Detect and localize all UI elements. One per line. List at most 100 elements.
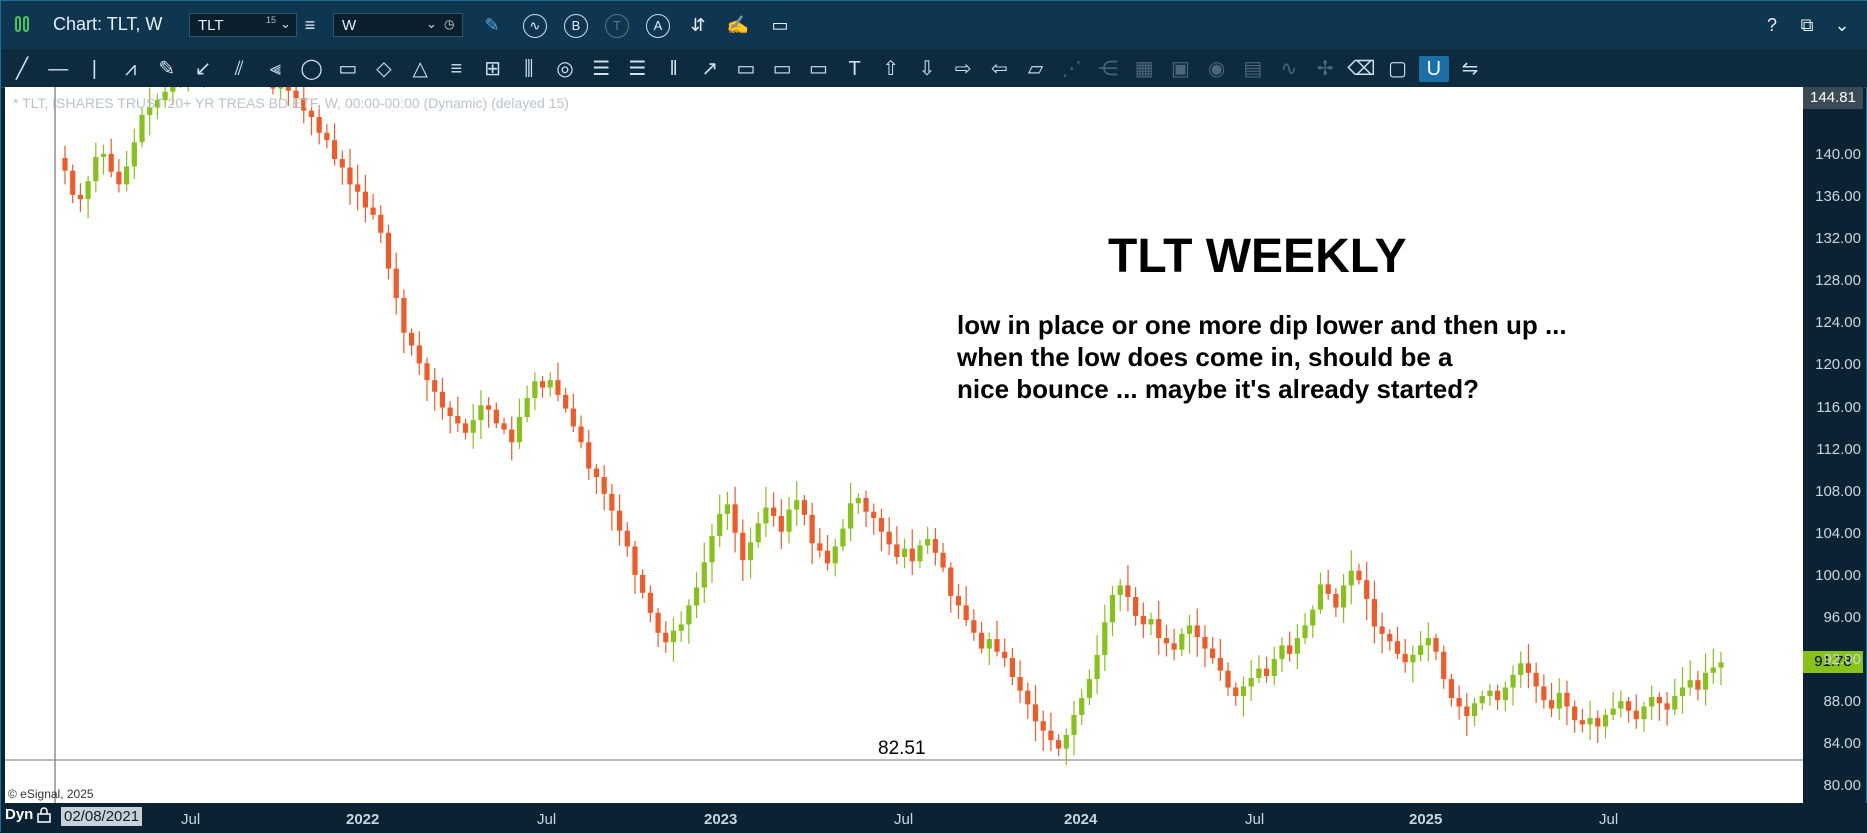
interval-input[interactable]: W ⌄ ◷ (333, 13, 463, 37)
chevron-down-icon[interactable]: ⌄ (280, 16, 291, 31)
range-icon[interactable]: ▭ (736, 58, 756, 80)
magnet-icon[interactable]: U (1418, 56, 1449, 82)
spiral-icon[interactable]: ◎ (556, 58, 574, 80)
horizontal-line-icon[interactable]: — (48, 58, 69, 80)
candle (131, 128, 137, 179)
grid-icon[interactable]: ▦ (1134, 58, 1154, 80)
vertical-line-icon[interactable]: | (91, 58, 97, 80)
arrow-down-icon[interactable]: ⇩ (918, 58, 936, 80)
candle (732, 486, 738, 553)
study-icon[interactable]: ∿ (523, 14, 547, 38)
candle (1156, 600, 1162, 655)
rectangle-icon[interactable]: ▭ (338, 58, 358, 80)
menu-icon[interactable]: ≡ (304, 15, 316, 35)
y-tick-label: 104.00 (1815, 524, 1861, 542)
settings-icon[interactable]: ⇋ (1461, 58, 1479, 80)
pitchfork-icon[interactable]: ⫽ (234, 58, 244, 80)
range2-icon[interactable]: ▭ (772, 58, 792, 80)
x-tick-label: Jul (1599, 811, 1619, 828)
candle (1194, 608, 1200, 657)
x-tick-label: 2025 (1409, 811, 1443, 828)
text-icon[interactable]: T (848, 58, 861, 80)
arrow-left-icon[interactable]: ⇦ (991, 58, 1008, 80)
candle (1502, 681, 1508, 712)
vbars-icon[interactable]: ‖ (669, 58, 678, 80)
cross-icon[interactable]: ✢ (1316, 58, 1334, 80)
chart-area[interactable]: * TLT, ISHARES TRUST 20+ YR TREAS BD ETF… (5, 87, 1803, 803)
d-icon[interactable]: ◉ (1207, 58, 1226, 80)
arrow-right-icon[interactable]: ⇨ (954, 58, 972, 80)
candle (1279, 637, 1285, 673)
candle (724, 491, 730, 530)
candle (901, 538, 908, 569)
callout-icon[interactable]: ▱ (1027, 58, 1044, 80)
candle (1217, 638, 1223, 681)
symbol-input[interactable]: TLT 15 ⌄ (189, 13, 297, 37)
t-icon[interactable]: T (605, 14, 629, 38)
window-icon[interactable]: ⧉ (1800, 15, 1814, 35)
channel-icon[interactable]: ⫼ (524, 58, 534, 80)
candle (771, 492, 777, 527)
candle (624, 521, 630, 557)
a-icon[interactable]: A (646, 14, 670, 38)
arrow-up-icon[interactable]: ⇧ (882, 58, 900, 80)
candle (647, 585, 653, 623)
candle (1525, 644, 1532, 689)
lock-icon[interactable] (37, 807, 51, 823)
candle (855, 493, 861, 515)
candle (331, 123, 338, 166)
eraser-icon[interactable]: ⌫ (1347, 58, 1376, 80)
price-axis[interactable]: 144.81 91.78 140.00 136.00 132.00 128.00 124… (1803, 87, 1864, 803)
candle (409, 328, 415, 356)
swap-icon[interactable]: ⇵ (690, 15, 706, 35)
candle (362, 174, 368, 223)
gann-icon[interactable]: ⋰ (1061, 58, 1082, 80)
time-axis[interactable]: Jul 2022 Jul 2023 Jul 2024 Jul 2025 Jul (1, 803, 1867, 833)
trend-icon[interactable]: ↗ (701, 58, 719, 80)
question-icon[interactable]: ? (1766, 15, 1777, 35)
x-tick-label: Jul (1245, 811, 1265, 828)
line-tool-icon[interactable]: ╱ (15, 58, 29, 80)
candle (701, 542, 707, 604)
clock-icon[interactable]: ◷ (444, 17, 455, 31)
candle (1418, 631, 1424, 662)
chevron-down-icon[interactable]: ⌄ (426, 16, 437, 31)
brush-icon[interactable]: ✎ (158, 58, 176, 80)
range3-icon[interactable]: ▭ (808, 58, 828, 80)
levels2-icon[interactable]: ☰ (628, 58, 647, 80)
b-icon[interactable]: B (564, 14, 588, 38)
zigzag-icon[interactable]: ⩘ (124, 58, 137, 80)
candle (763, 486, 769, 537)
candle (886, 517, 892, 556)
fan-icon[interactable]: ⫷ (269, 58, 282, 80)
levels-icon[interactable]: ☰ (592, 58, 611, 80)
pti-icon[interactable]: ▤ (1243, 58, 1263, 80)
fib-icon[interactable]: ⊞ (484, 58, 501, 80)
wave-icon[interactable]: ∿ (1280, 58, 1298, 80)
candle (778, 499, 784, 550)
candle (1009, 648, 1015, 686)
candle (1063, 728, 1069, 765)
symbol-sup: 15 (266, 15, 277, 25)
candle (1564, 680, 1570, 726)
candle (678, 611, 684, 642)
candle (994, 620, 1000, 657)
edit-icon[interactable]: ✍ (726, 15, 750, 35)
chevron-down-icon[interactable]: ⌄ (1834, 15, 1850, 35)
eraser-shape-icon[interactable]: ◇ (376, 58, 392, 80)
triangle-icon[interactable]: △ (412, 58, 428, 80)
mob-icon[interactable]: ▣ (1170, 58, 1190, 80)
ellipse-icon[interactable]: ◯ (300, 58, 323, 80)
candle (786, 496, 792, 544)
parallel-icon[interactable]: ≡ (450, 58, 463, 80)
comment-icon[interactable]: ▢ (1388, 58, 1408, 80)
candle (486, 397, 492, 428)
arrow-line-icon[interactable]: ↙ (194, 58, 212, 80)
pencil-icon[interactable]: ✎ (484, 15, 500, 35)
candle (1171, 628, 1177, 661)
candle (1133, 587, 1139, 626)
comment-icon[interactable]: ▭ (771, 15, 789, 35)
candle (578, 415, 584, 449)
fan2-icon[interactable]: ⋲ (1098, 58, 1118, 80)
y-tick-label: 128.00 (1815, 272, 1861, 290)
